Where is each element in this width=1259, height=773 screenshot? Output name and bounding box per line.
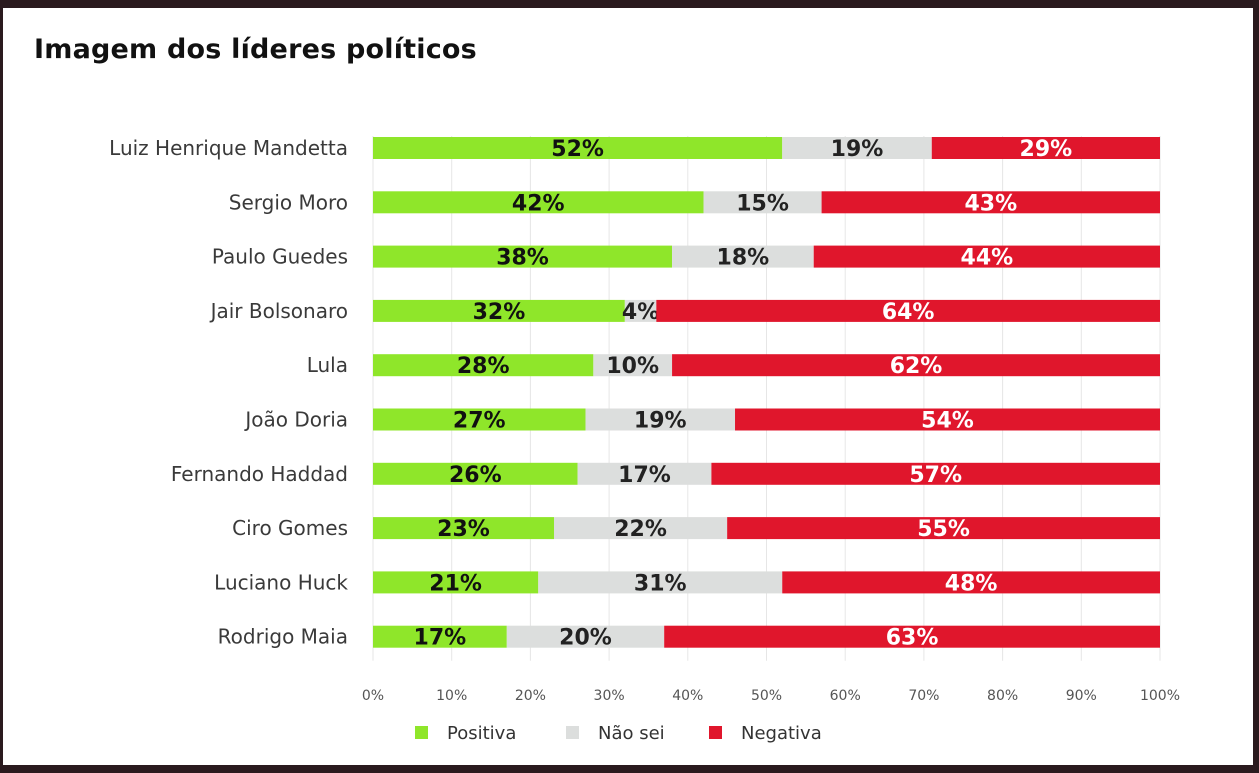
bar-segment bbox=[585, 408, 736, 431]
data-label: 29% bbox=[1020, 137, 1073, 162]
x-tick-label: 60% bbox=[830, 688, 861, 704]
stacked-bar-chart: 52% 19% 29% 42% 15% 43% 38% 18% 44% 32% 4% 64% 28% 10… bbox=[109, 136, 1180, 744]
chart-title: Imagem dos líderes políticos bbox=[34, 34, 477, 65]
data-label: 18% bbox=[717, 246, 770, 271]
x-axis-ticks: 0% 10% 20% 30% 40% 50% 60% 70% 80% 90% 100% bbox=[362, 688, 1180, 704]
bar-segment bbox=[373, 354, 594, 377]
bar-segment bbox=[373, 191, 704, 214]
x-tick-label: 20% bbox=[515, 688, 546, 704]
bar-segment bbox=[656, 299, 1160, 322]
category-label: Luciano Huck bbox=[214, 570, 348, 594]
legend-swatch bbox=[566, 726, 579, 739]
bar-segment bbox=[672, 245, 814, 268]
data-label: 31% bbox=[634, 571, 687, 596]
data-label: 10% bbox=[606, 354, 659, 379]
bar-segment bbox=[672, 354, 1160, 377]
x-tick-label: 50% bbox=[751, 688, 782, 704]
legend: Positiva Não sei Negativa bbox=[415, 723, 822, 744]
data-label: 20% bbox=[559, 626, 612, 651]
bar-segment bbox=[782, 571, 1160, 594]
data-label: 22% bbox=[614, 517, 667, 542]
bar-segment bbox=[506, 625, 665, 648]
bar-segment bbox=[703, 191, 822, 214]
data-label: 43% bbox=[964, 191, 1017, 216]
category-label: Rodrigo Maia bbox=[218, 625, 348, 649]
category-label: Jair Bolsonaro bbox=[209, 299, 348, 323]
bar-segment bbox=[554, 517, 728, 540]
bar-segment bbox=[664, 625, 1160, 648]
bar-segment bbox=[593, 354, 673, 377]
data-label: 57% bbox=[909, 463, 962, 488]
x-tick-label: 40% bbox=[672, 688, 703, 704]
bar-segment bbox=[373, 408, 586, 431]
category-label: Sergio Moro bbox=[229, 190, 348, 214]
data-label: 62% bbox=[890, 354, 943, 379]
x-tick-label: 90% bbox=[1066, 688, 1097, 704]
data-label: 42% bbox=[512, 191, 565, 216]
x-tick-label: 70% bbox=[908, 688, 939, 704]
category-label: João Doria bbox=[243, 408, 348, 432]
data-label: 38% bbox=[496, 246, 549, 271]
bar-segment bbox=[821, 191, 1160, 214]
data-label: 15% bbox=[736, 191, 789, 216]
data-label: 63% bbox=[886, 626, 939, 651]
data-label: 23% bbox=[437, 517, 490, 542]
data-label: 17% bbox=[618, 463, 671, 488]
data-label: 54% bbox=[921, 409, 974, 434]
bar-segment bbox=[373, 299, 625, 322]
bar-segment bbox=[735, 408, 1160, 431]
data-label: 19% bbox=[634, 409, 687, 434]
category-label: Paulo Guedes bbox=[212, 245, 348, 269]
data-label: 4% bbox=[622, 300, 659, 325]
category-label: Fernando Haddad bbox=[171, 462, 348, 486]
x-tick-label: 30% bbox=[594, 688, 625, 704]
category-labels: Luiz Henrique Mandetta Sergio Moro Paulo G… bbox=[109, 136, 348, 649]
legend-swatch bbox=[709, 726, 722, 739]
category-label: Luiz Henrique Mandetta bbox=[109, 136, 348, 160]
bar-segment bbox=[373, 245, 673, 268]
category-label: Lula bbox=[307, 353, 348, 377]
bar-segment bbox=[373, 571, 539, 594]
data-label: 28% bbox=[457, 354, 510, 379]
category-label: Ciro Gomes bbox=[232, 516, 348, 540]
data-label: 27% bbox=[453, 409, 506, 434]
bar-segment bbox=[373, 462, 578, 485]
x-tick-label: 80% bbox=[987, 688, 1018, 704]
data-label: 19% bbox=[831, 137, 884, 162]
data-label: 64% bbox=[882, 300, 935, 325]
data-label: 26% bbox=[449, 463, 502, 488]
bars: 52% 19% 29% 42% 15% 43% 38% 18% 44% 32% 4% 64% 28% 10… bbox=[373, 137, 1160, 651]
bar-segment bbox=[727, 517, 1160, 540]
bar-segment bbox=[577, 462, 712, 485]
bar-segment bbox=[373, 517, 555, 540]
bar-segment bbox=[813, 245, 1160, 268]
data-label: 21% bbox=[429, 571, 482, 596]
bar-segment bbox=[931, 137, 1160, 159]
bar-segment bbox=[624, 299, 657, 322]
data-label: 44% bbox=[961, 246, 1014, 271]
chart-frame: Imagem dos líderes políticos 52% 19% 29% 42… bbox=[3, 8, 1253, 765]
bar-segment bbox=[538, 571, 783, 594]
data-label: 52% bbox=[551, 137, 604, 162]
bar-segment bbox=[711, 462, 1160, 485]
data-label: 48% bbox=[945, 571, 998, 596]
bar-segment bbox=[782, 137, 932, 159]
bar-segment bbox=[373, 137, 783, 159]
x-tick-label: 10% bbox=[436, 688, 467, 704]
data-label: 55% bbox=[917, 517, 970, 542]
bar-segment bbox=[373, 625, 507, 648]
legend-label: Positiva bbox=[447, 723, 516, 744]
data-label: 17% bbox=[414, 626, 467, 651]
x-tick-label: 0% bbox=[362, 688, 384, 704]
legend-label: Negativa bbox=[741, 723, 822, 744]
data-label: 32% bbox=[473, 300, 526, 325]
legend-label: Não sei bbox=[598, 723, 665, 744]
x-tick-label: 100% bbox=[1140, 688, 1180, 704]
legend-swatch bbox=[415, 726, 428, 739]
